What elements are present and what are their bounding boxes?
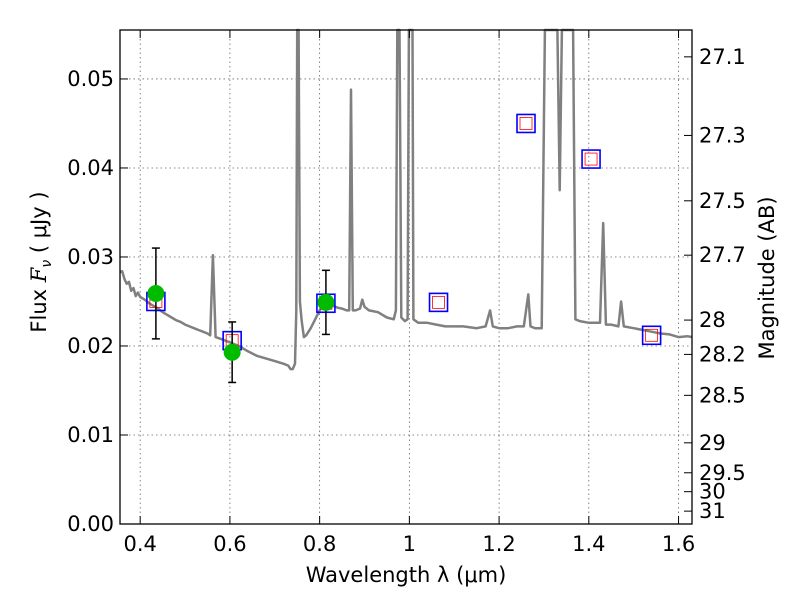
y-tick-label: 0.00 <box>67 512 114 536</box>
y-axis-title-subscript: ν <box>39 260 55 268</box>
model-photometry-box <box>428 292 449 313</box>
x-tick-label: 0.8 <box>303 532 336 556</box>
x-tick-label: 1 <box>403 532 416 556</box>
y-axis-ticks: 0.00 0.01 0.02 0.03 0.04 0.05 <box>67 67 128 536</box>
magnitude-tick-label: 27.3 <box>699 123 746 147</box>
y-tick-label: 0.03 <box>67 245 114 269</box>
observed-photometry-series <box>147 247 335 384</box>
x-tick-label: 1.6 <box>662 532 695 556</box>
observed-photometry-point <box>223 343 241 361</box>
x-axis-title: Wavelength λ (μm) <box>306 563 507 587</box>
model-photometry-box <box>516 113 536 134</box>
model-spectrum-series <box>119 28 693 371</box>
magnitude-tick-label: 27.7 <box>699 243 746 267</box>
magnitude-tick-label: 27.1 <box>699 45 746 69</box>
grid-lines <box>120 30 692 525</box>
magnitude-tick-label: 28.5 <box>699 383 746 407</box>
model-photometry-box <box>641 325 662 346</box>
y-axis-title: Flux Fν ( μJy ) <box>27 191 55 332</box>
y-axis-title-symbol: F <box>27 266 51 283</box>
x-tick-label: 1.2 <box>482 532 515 556</box>
model-photometry-inner-box <box>519 117 533 130</box>
magnitude-axis-title: Magnitude (AB) <box>755 196 779 359</box>
x-tick-label: 0.4 <box>123 532 156 556</box>
x-tick-label: 0.6 <box>213 532 246 556</box>
magnitude-tick-label: 28.2 <box>699 342 746 366</box>
x-axis-ticks: 0.4 0.6 0.8 1 1.2 1.4 1.6 <box>123 30 695 556</box>
y-axis-title-unit: ( μJy ) <box>27 191 51 259</box>
y-tick-label: 0.04 <box>67 156 114 180</box>
magnitude-tick-label: 29.5 <box>699 461 746 485</box>
model-spectrum-line <box>119 28 693 371</box>
model-photometry-inner-box <box>645 328 659 342</box>
magnitude-tick-label: 28 <box>699 308 726 332</box>
y-tick-label: 0.01 <box>67 423 114 447</box>
y-tick-label: 0.02 <box>67 334 114 358</box>
y-tick-label: 0.05 <box>67 67 114 91</box>
observed-photometry-point <box>317 293 335 311</box>
observed-photometry-point <box>147 284 165 302</box>
y-axis-title-prefix: Flux <box>27 282 51 332</box>
magnitude-tick-label: 31 <box>699 499 726 523</box>
magnitude-tick-label: 30 <box>699 480 726 504</box>
x-tick-label: 1.4 <box>572 532 605 556</box>
model-photometry-inner-box <box>432 295 445 309</box>
model-photometry-series <box>146 113 662 351</box>
magnitude-tick-label: 27.5 <box>699 189 746 213</box>
magnitude-tick-label: 29 <box>699 431 726 455</box>
plot-frame <box>119 29 693 525</box>
model-photometry-inner-box <box>584 152 598 166</box>
model-photometry-box <box>581 149 601 169</box>
